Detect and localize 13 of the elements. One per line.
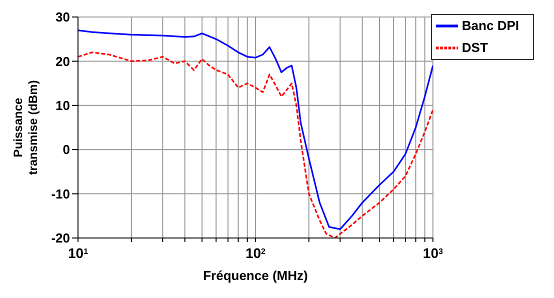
y-tick-label: 0 (62, 142, 70, 158)
legend-label: DST (462, 40, 488, 56)
x-axis-title: Fréquence (MHz) (203, 268, 308, 283)
x-tick-label: 10$^{2}$ (245, 245, 266, 261)
y-tick-label: -20 (51, 230, 70, 246)
legend-label: Banc DPI (462, 18, 519, 34)
y-tick-label: 10 (56, 98, 70, 114)
y-tick-label: 20 (56, 54, 70, 69)
y-tick-label: -10 (51, 186, 70, 202)
y-tick-label: 30 (56, 10, 70, 25)
y-axis-title: Puissance transmise (dBm) (11, 80, 40, 175)
x-tick-label: 10$^{3}$ (422, 245, 444, 261)
x-tick-label: 10$^{1}$ (68, 245, 89, 261)
